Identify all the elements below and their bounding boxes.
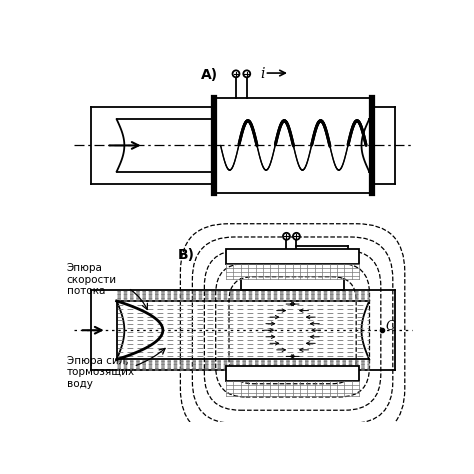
Text: A): A) <box>201 68 218 82</box>
Text: Эпюра
скорости
потока: Эпюра скорости потока <box>66 263 117 296</box>
Circle shape <box>283 233 290 240</box>
Bar <box>226 365 359 381</box>
Text: Эпюра сил,
тормозящих
воду: Эпюра сил, тормозящих воду <box>66 356 135 389</box>
Bar <box>226 248 359 264</box>
Circle shape <box>293 233 300 240</box>
Circle shape <box>233 70 239 77</box>
Text: i: i <box>261 67 265 81</box>
Circle shape <box>243 70 250 77</box>
Text: B): B) <box>177 248 194 262</box>
Text: C: C <box>385 319 395 333</box>
